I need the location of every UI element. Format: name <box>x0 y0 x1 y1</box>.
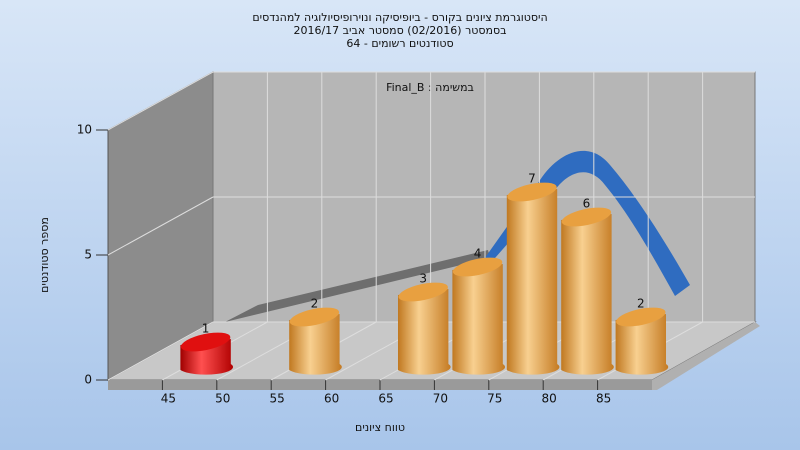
bar-part <box>561 214 614 375</box>
value-label: 2 <box>311 297 319 311</box>
bar-part <box>452 257 503 277</box>
x-tick-label: 75 <box>487 392 502 406</box>
title-block: היסטוגרמת ציונים בקורס - ביופיסיקה ונויר… <box>252 11 547 50</box>
bar <box>398 282 451 375</box>
title-line: סטודנטים רשומים - 64 <box>346 37 453 50</box>
x-tick-label: 60 <box>324 392 339 406</box>
normal-curve-shadow <box>225 250 490 322</box>
title-line: בסמסטר (02/2016) סמסטר אביב 2016/17 <box>293 24 506 37</box>
y-tick-label: 0 <box>84 373 92 387</box>
value-label: 4 <box>474 247 482 261</box>
x-tick-label: 65 <box>378 392 393 406</box>
x-tick-label: 80 <box>542 392 557 406</box>
annotation: Final_B : במשימה <box>386 81 474 94</box>
bar <box>615 307 669 375</box>
bar-part <box>615 314 669 375</box>
x-axis-label: טווח ציונים <box>355 421 405 434</box>
x-tick-label: 55 <box>270 392 285 406</box>
value-label: 7 <box>528 172 536 186</box>
value-label: 6 <box>583 197 591 211</box>
floor-side <box>652 322 760 390</box>
value-label: 2 <box>637 297 645 311</box>
grid-line <box>107 321 214 381</box>
bar-part <box>398 289 451 375</box>
grid-line <box>107 196 214 256</box>
x-tick-label: 70 <box>433 392 448 406</box>
bar-part <box>452 264 506 375</box>
bar-part <box>507 182 557 202</box>
value-label: 3 <box>419 272 427 286</box>
bar <box>561 207 614 375</box>
bar-part <box>289 314 342 375</box>
bar <box>289 307 342 375</box>
bar <box>452 257 506 375</box>
bar-part <box>616 307 666 327</box>
y-tick-label: 5 <box>84 248 92 262</box>
bar-part <box>506 189 560 375</box>
bar <box>506 182 560 375</box>
bar-part <box>289 307 340 327</box>
y-axis-label: מספר סטודנטים <box>38 217 51 293</box>
title-line: היסטוגרמת ציונים בקורס - ביופיסיקה ונויר… <box>252 11 547 24</box>
y-tick-label: 10 <box>77 123 92 137</box>
x-tick-label: 45 <box>161 392 176 406</box>
bar-part <box>398 282 448 302</box>
grid-line <box>107 71 214 131</box>
value-label: 1 <box>202 322 210 336</box>
bar <box>180 332 234 375</box>
bar-part <box>561 207 612 227</box>
x-tick-label: 50 <box>215 392 230 406</box>
x-tick-label: 85 <box>596 392 611 406</box>
bar-part <box>180 332 231 352</box>
